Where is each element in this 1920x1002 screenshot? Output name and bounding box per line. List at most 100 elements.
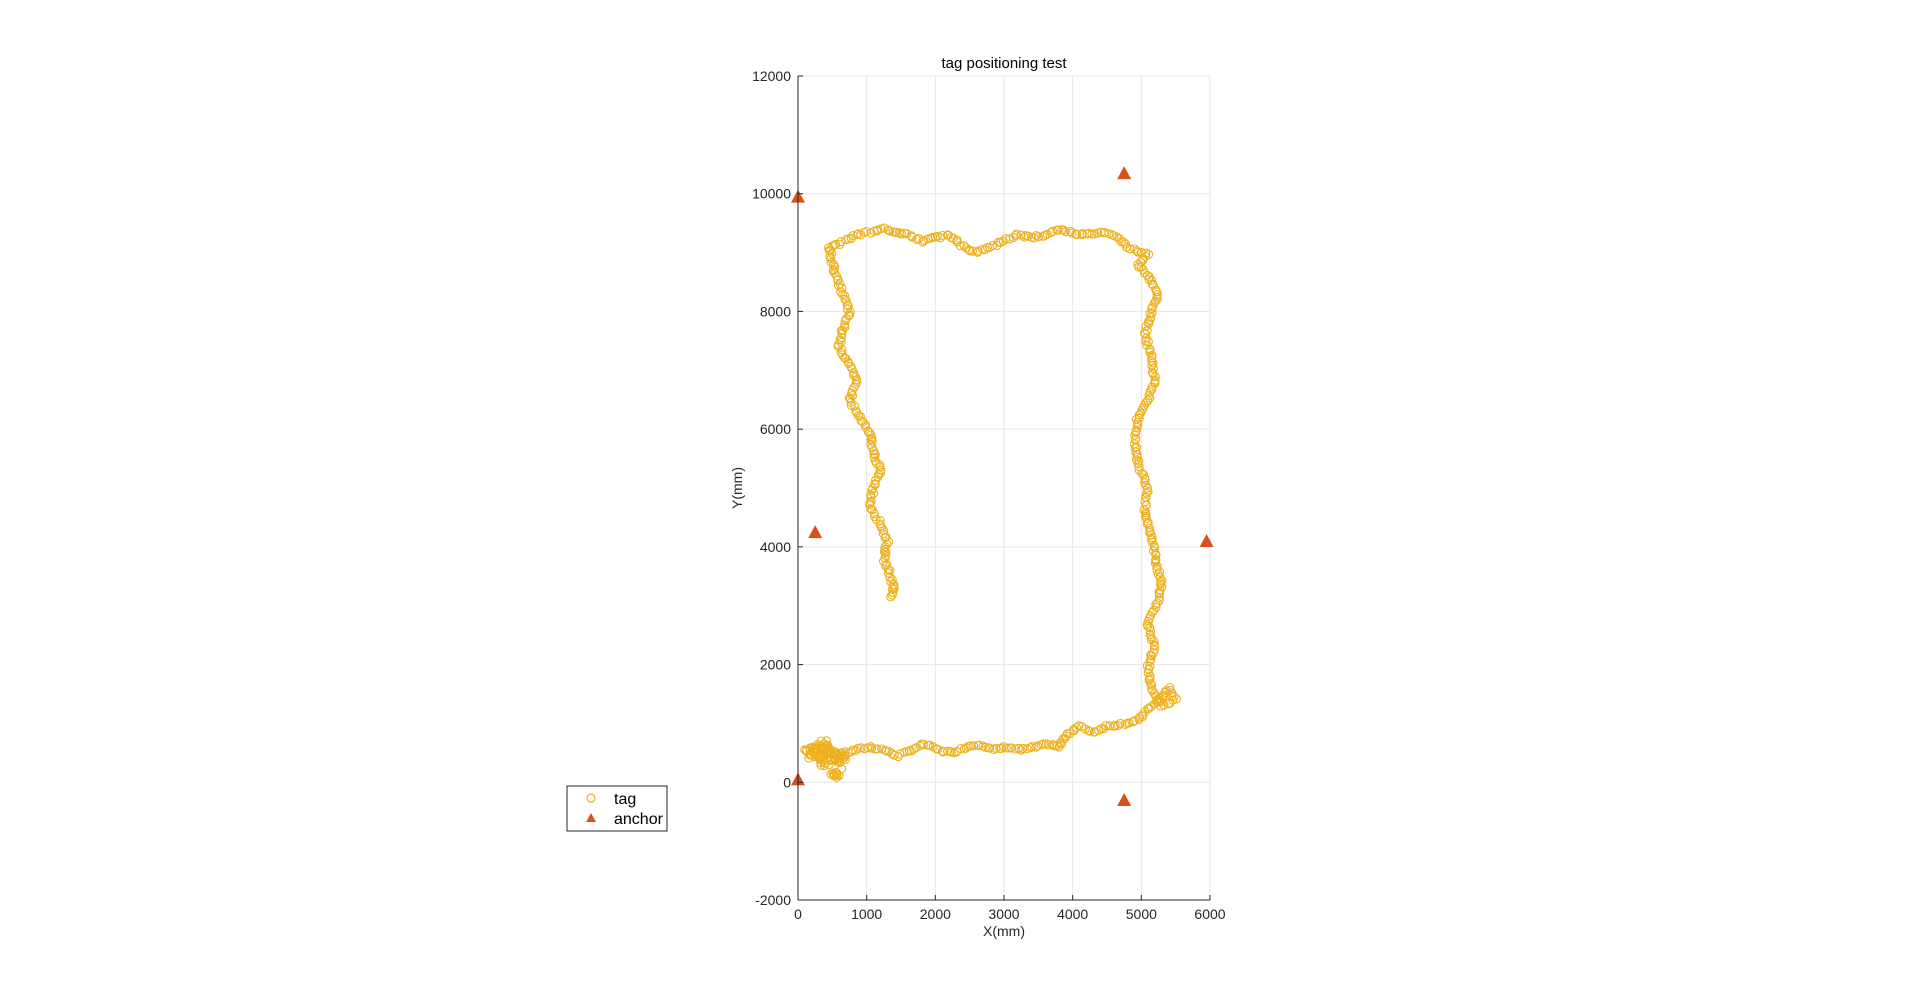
y-axis-label: Y(mm) bbox=[729, 467, 745, 509]
tag-point bbox=[959, 241, 969, 251]
tag-point bbox=[982, 242, 993, 253]
tag-point bbox=[1151, 296, 1161, 306]
tag-point bbox=[1132, 246, 1142, 256]
tag-point bbox=[1145, 674, 1155, 684]
tag-point bbox=[1142, 661, 1152, 671]
tag-point bbox=[1145, 629, 1155, 639]
tag-point bbox=[1016, 745, 1026, 755]
y-tick-label: 12000 bbox=[752, 68, 791, 84]
tag-point bbox=[1134, 410, 1144, 420]
tag-point bbox=[896, 229, 907, 239]
y-tick-label: 8000 bbox=[760, 303, 791, 319]
tag-point bbox=[841, 235, 851, 245]
tag-point bbox=[843, 301, 853, 311]
tag-point bbox=[816, 743, 826, 753]
tag-point bbox=[1007, 743, 1017, 753]
tag-point bbox=[1143, 486, 1153, 497]
tag-point bbox=[1027, 741, 1037, 752]
tag-point bbox=[1071, 229, 1081, 239]
tag-point bbox=[938, 747, 948, 757]
tag-point bbox=[1129, 439, 1139, 449]
tag-point bbox=[894, 228, 904, 238]
tag-point bbox=[887, 575, 897, 585]
tag-point bbox=[1048, 226, 1058, 236]
anchor-point bbox=[1117, 792, 1132, 806]
legend: tag anchor bbox=[566, 785, 668, 832]
tag-point bbox=[1147, 356, 1157, 366]
tag-point bbox=[833, 750, 843, 761]
tag-point bbox=[881, 746, 891, 756]
tag-point bbox=[1033, 741, 1043, 751]
tag-point bbox=[1114, 234, 1124, 244]
tag-point bbox=[1067, 228, 1077, 238]
tag-point bbox=[869, 449, 879, 459]
tag-point bbox=[1154, 592, 1164, 603]
tag-point bbox=[1120, 719, 1130, 730]
tag-point bbox=[1134, 465, 1144, 475]
tag-point bbox=[837, 329, 847, 339]
y-tick-label: 0 bbox=[783, 774, 791, 790]
tag-point bbox=[809, 747, 819, 757]
tag-point bbox=[1143, 704, 1153, 714]
tag-point bbox=[1147, 367, 1157, 378]
legend-anchor-marker bbox=[586, 813, 596, 822]
anchor-point bbox=[1117, 166, 1132, 180]
tag-point bbox=[1065, 226, 1076, 236]
tag-point bbox=[1142, 326, 1152, 336]
tag-point bbox=[1149, 689, 1160, 699]
tag-point bbox=[883, 568, 893, 578]
tag-point bbox=[1141, 492, 1151, 502]
tag-point bbox=[923, 234, 933, 244]
tag-point bbox=[1150, 375, 1160, 385]
tag-point bbox=[832, 768, 842, 779]
tag-point bbox=[881, 547, 891, 558]
tag-point bbox=[840, 316, 850, 326]
tag-series bbox=[800, 223, 1181, 782]
y-tick-label: 2000 bbox=[760, 657, 791, 673]
tag-point bbox=[1060, 733, 1070, 743]
tag-point bbox=[826, 254, 836, 264]
legend-tag-marker bbox=[586, 793, 596, 803]
tag-point bbox=[978, 741, 988, 751]
x-tick-label: 2000 bbox=[920, 906, 951, 922]
tag-point bbox=[859, 227, 869, 238]
tag-point bbox=[1143, 518, 1153, 528]
tag-point bbox=[1143, 396, 1153, 406]
tag-point bbox=[1071, 722, 1081, 733]
tag-point bbox=[969, 741, 979, 751]
tag-point bbox=[865, 500, 875, 510]
tag-point bbox=[1144, 703, 1154, 713]
tag-point bbox=[1147, 308, 1157, 318]
tag-point bbox=[1147, 350, 1157, 360]
tag-point bbox=[1085, 726, 1095, 736]
x-tick-label: 6000 bbox=[1194, 906, 1225, 922]
tag-point bbox=[858, 417, 868, 427]
tag-point bbox=[853, 229, 863, 239]
tag-point bbox=[885, 565, 895, 575]
x-tick-label: 5000 bbox=[1126, 906, 1157, 922]
tag-point bbox=[1149, 605, 1159, 615]
tag-point bbox=[887, 590, 897, 600]
tag-point bbox=[819, 761, 829, 771]
tag-point bbox=[846, 400, 856, 411]
tag-point bbox=[815, 753, 825, 763]
tag-point bbox=[1148, 280, 1158, 290]
tag-point bbox=[1054, 742, 1064, 752]
y-tick-label: 10000 bbox=[752, 186, 791, 202]
tag-point bbox=[876, 521, 886, 531]
tag-point bbox=[842, 304, 853, 314]
tag-point bbox=[1137, 405, 1147, 415]
tag-point bbox=[1146, 654, 1156, 664]
tag-point bbox=[831, 767, 841, 778]
tag-point bbox=[977, 244, 987, 254]
x-tick-labels: 0 1000 2000 3000 4000 5000 6000 bbox=[794, 906, 1226, 922]
tag-point bbox=[985, 743, 995, 753]
tag-point bbox=[885, 572, 895, 582]
tag-point bbox=[1077, 230, 1087, 240]
x-tick-label: 0 bbox=[794, 906, 802, 922]
tag-point bbox=[879, 547, 890, 557]
tag-point bbox=[1082, 229, 1092, 239]
tag-point bbox=[1094, 725, 1104, 736]
tag-point bbox=[840, 754, 850, 765]
tag-point bbox=[1021, 231, 1031, 241]
